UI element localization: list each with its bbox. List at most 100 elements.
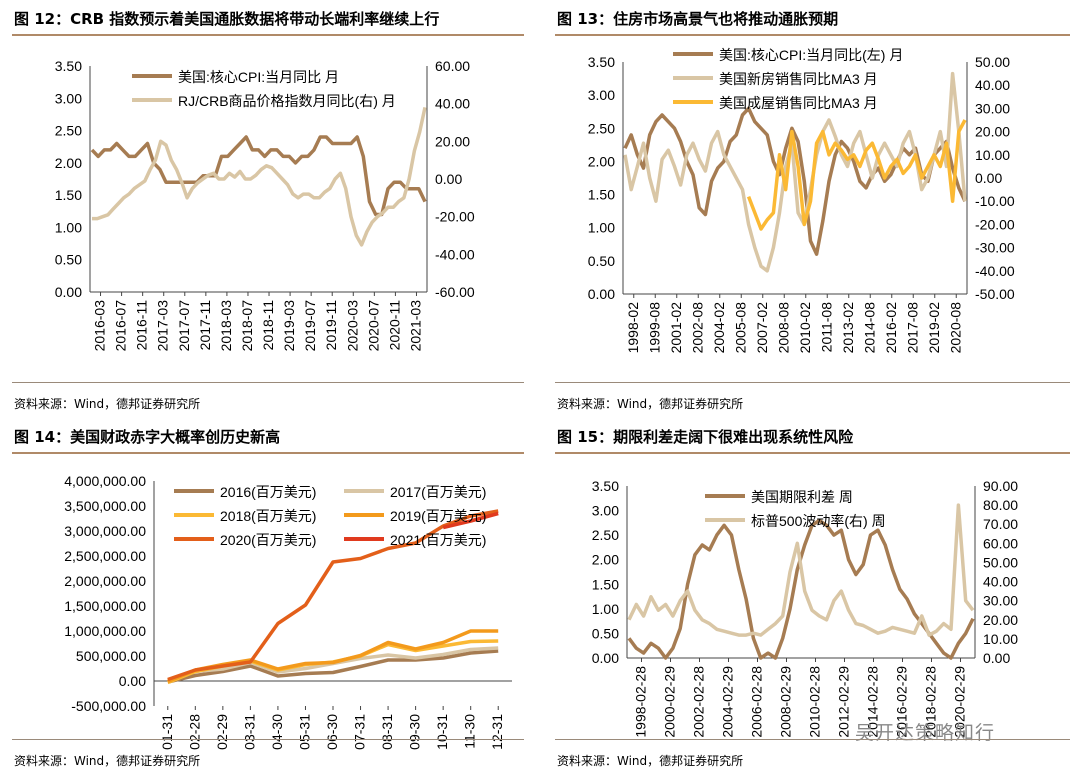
series-line-5 — [442, 511, 499, 530]
x-tick-label: 2018-07 — [239, 300, 255, 352]
x-tick-label: 2005-08 — [732, 302, 748, 354]
x-tick-label: 2016-07 — [113, 300, 129, 352]
x-tick-label: 2010-02-28 — [807, 666, 823, 738]
x-tick-label: 2016-03 — [92, 300, 108, 352]
source-rule — [12, 382, 524, 383]
y2-tick-label: -30.00 — [975, 240, 1015, 256]
legend-label: 美国成屋销售同比MA3 月 — [719, 95, 878, 111]
source-note: 资料来源：Wind，德邦证券研究所 — [557, 397, 744, 411]
x-tick-label: 05-31 — [296, 714, 312, 750]
y2-tick-label: -40.00 — [975, 263, 1015, 279]
chart-title: 图 13：住房市场高景气也将推动通胀预期 — [557, 10, 839, 28]
x-tick-label: 2020-11 — [386, 300, 402, 351]
x-tick-label: 01-31 — [159, 714, 175, 750]
title-underline — [12, 452, 524, 454]
source-rule — [12, 739, 524, 740]
x-tick-label: 2020-03 — [344, 300, 360, 352]
y2-tick-label: 30.00 — [975, 100, 1010, 116]
y-tick-label: 3.00 — [588, 87, 615, 103]
x-tick-label: 2016-02-29 — [894, 666, 910, 738]
x-tick-label: 2017-08 — [904, 302, 920, 354]
x-tick-label: 2001-02 — [668, 302, 684, 354]
y2-tick-label: -60.00 — [435, 284, 475, 300]
legend-label: 美国:核心CPI:当月同比 月 — [178, 69, 339, 85]
y-tick-label: 1.00 — [592, 601, 619, 617]
x-tick-label: 12-31 — [489, 714, 505, 750]
y-tick-label: 2.00 — [55, 155, 82, 171]
y-tick-label: 0.00 — [592, 650, 619, 666]
series-line-1 — [92, 107, 427, 247]
legend-label: 2020(百万美元) — [220, 532, 316, 548]
x-tick-label: 2017-07 — [176, 300, 192, 352]
y2-tick-label: 10.00 — [983, 631, 1018, 647]
x-tick-label: 2016-11 — [134, 300, 150, 351]
y2-tick-label: 40.00 — [435, 96, 470, 112]
x-tick-label: 2008-02-29 — [778, 666, 794, 738]
x-tick-label: 2020-02-29 — [952, 666, 968, 738]
x-tick-label: 10-31 — [434, 714, 450, 750]
y-tick-label: 1.00 — [588, 220, 615, 236]
y-tick-label: 2,000,000.00 — [64, 573, 146, 589]
x-tick-label: 2019-02 — [926, 302, 942, 354]
y-tick-label: 500,000.00 — [76, 648, 146, 664]
legend-label: 美国新房销售同比MA3 月 — [719, 71, 878, 87]
x-tick-label: 2020-08 — [947, 302, 963, 354]
x-tick-label: 2019-07 — [302, 300, 318, 352]
chart-panel-fig15: 图 15：期限利差走阔下很难出现系统性风险 3.50 3.00 2.50 2.00 1.… — [555, 418, 1070, 777]
x-tick-label: 2012-02-29 — [836, 666, 852, 738]
x-tick-label: 2004-02 — [711, 302, 727, 354]
legend-label: 标普500波动率(右) 周 — [751, 513, 886, 529]
y2-tick-label: 0.00 — [975, 170, 1002, 186]
series-line-1 — [627, 503, 975, 637]
title-underline — [555, 34, 1070, 36]
y-tick-label: 3.00 — [592, 503, 619, 519]
watermark: 吴开达策略知行 — [855, 722, 996, 744]
y-tick-label: 0.00 — [588, 286, 615, 302]
y2-tick-label: 20.00 — [975, 124, 1010, 140]
x-tick-label: 2007-02 — [754, 302, 770, 354]
y2-tick-label: -40.00 — [435, 246, 475, 262]
y-tick-label: 0.00 — [55, 284, 82, 300]
y-tick-label: 1.00 — [55, 219, 82, 235]
source-rule — [555, 739, 1070, 740]
y2-tick-label: 90.00 — [983, 478, 1018, 494]
x-tick-label: 1998-02-28 — [633, 666, 649, 738]
y2-tick-label: 50.00 — [983, 554, 1018, 570]
y-tick-label: 1.50 — [588, 187, 615, 203]
y2-tick-label: -50.00 — [975, 286, 1015, 302]
y-tick-label: 2.50 — [588, 120, 615, 136]
source-note: 资料来源：Wind，德邦证券研究所 — [14, 397, 201, 411]
x-tick-label: 03-31 — [241, 714, 257, 750]
chart-fig15: 3.50 3.00 2.50 2.00 1.50 1.00 0.50 0.00 90.00 80.… — [592, 478, 1018, 738]
x-tick-label: 2014-02-28 — [865, 666, 881, 738]
x-tick-label: 2020-07 — [365, 300, 381, 352]
y-tick-label: 3.00 — [55, 90, 82, 106]
y2-tick-label: -20.00 — [975, 216, 1015, 232]
x-tick-label: 02-28 — [186, 714, 202, 750]
legend-label: 2018(百万美元) — [220, 508, 316, 524]
x-tick-label: 2017-03 — [155, 300, 171, 352]
y2-tick-label: 70.00 — [983, 516, 1018, 532]
x-tick-label: 2011-08 — [818, 302, 834, 353]
series-line-0 — [627, 518, 975, 660]
y-tick-label: 2.50 — [55, 123, 82, 139]
legend-label: 美国期限利差 周 — [751, 489, 853, 505]
x-tick-label: 04-30 — [269, 714, 285, 750]
x-tick-label: 2000-02-29 — [662, 666, 678, 738]
legend-label: 美国:核心CPI:当月同比(左) 月 — [719, 47, 903, 63]
x-tick-label: 2006-02-28 — [749, 666, 765, 738]
y-tick-label: 1.50 — [55, 187, 82, 203]
x-tick-label: 2008-08 — [775, 302, 791, 354]
y-tick-label: 2,500,000.00 — [64, 548, 146, 564]
x-tick-label: 07-31 — [352, 714, 368, 750]
y-tick-label: 2.00 — [592, 552, 619, 568]
y2-tick-label: -20.00 — [435, 209, 475, 225]
y2-tick-label: 50.00 — [975, 54, 1010, 70]
x-tick-label: 2017-11 — [197, 300, 213, 351]
x-tick-label: 2010-02 — [797, 302, 813, 354]
y2-tick-label: 30.00 — [983, 593, 1018, 609]
series-line-0 — [167, 649, 499, 684]
y2-tick-label: 20.00 — [435, 133, 470, 149]
x-tick-label: 2016-02 — [883, 302, 899, 354]
y-tick-label: 1,000,000.00 — [64, 623, 146, 639]
